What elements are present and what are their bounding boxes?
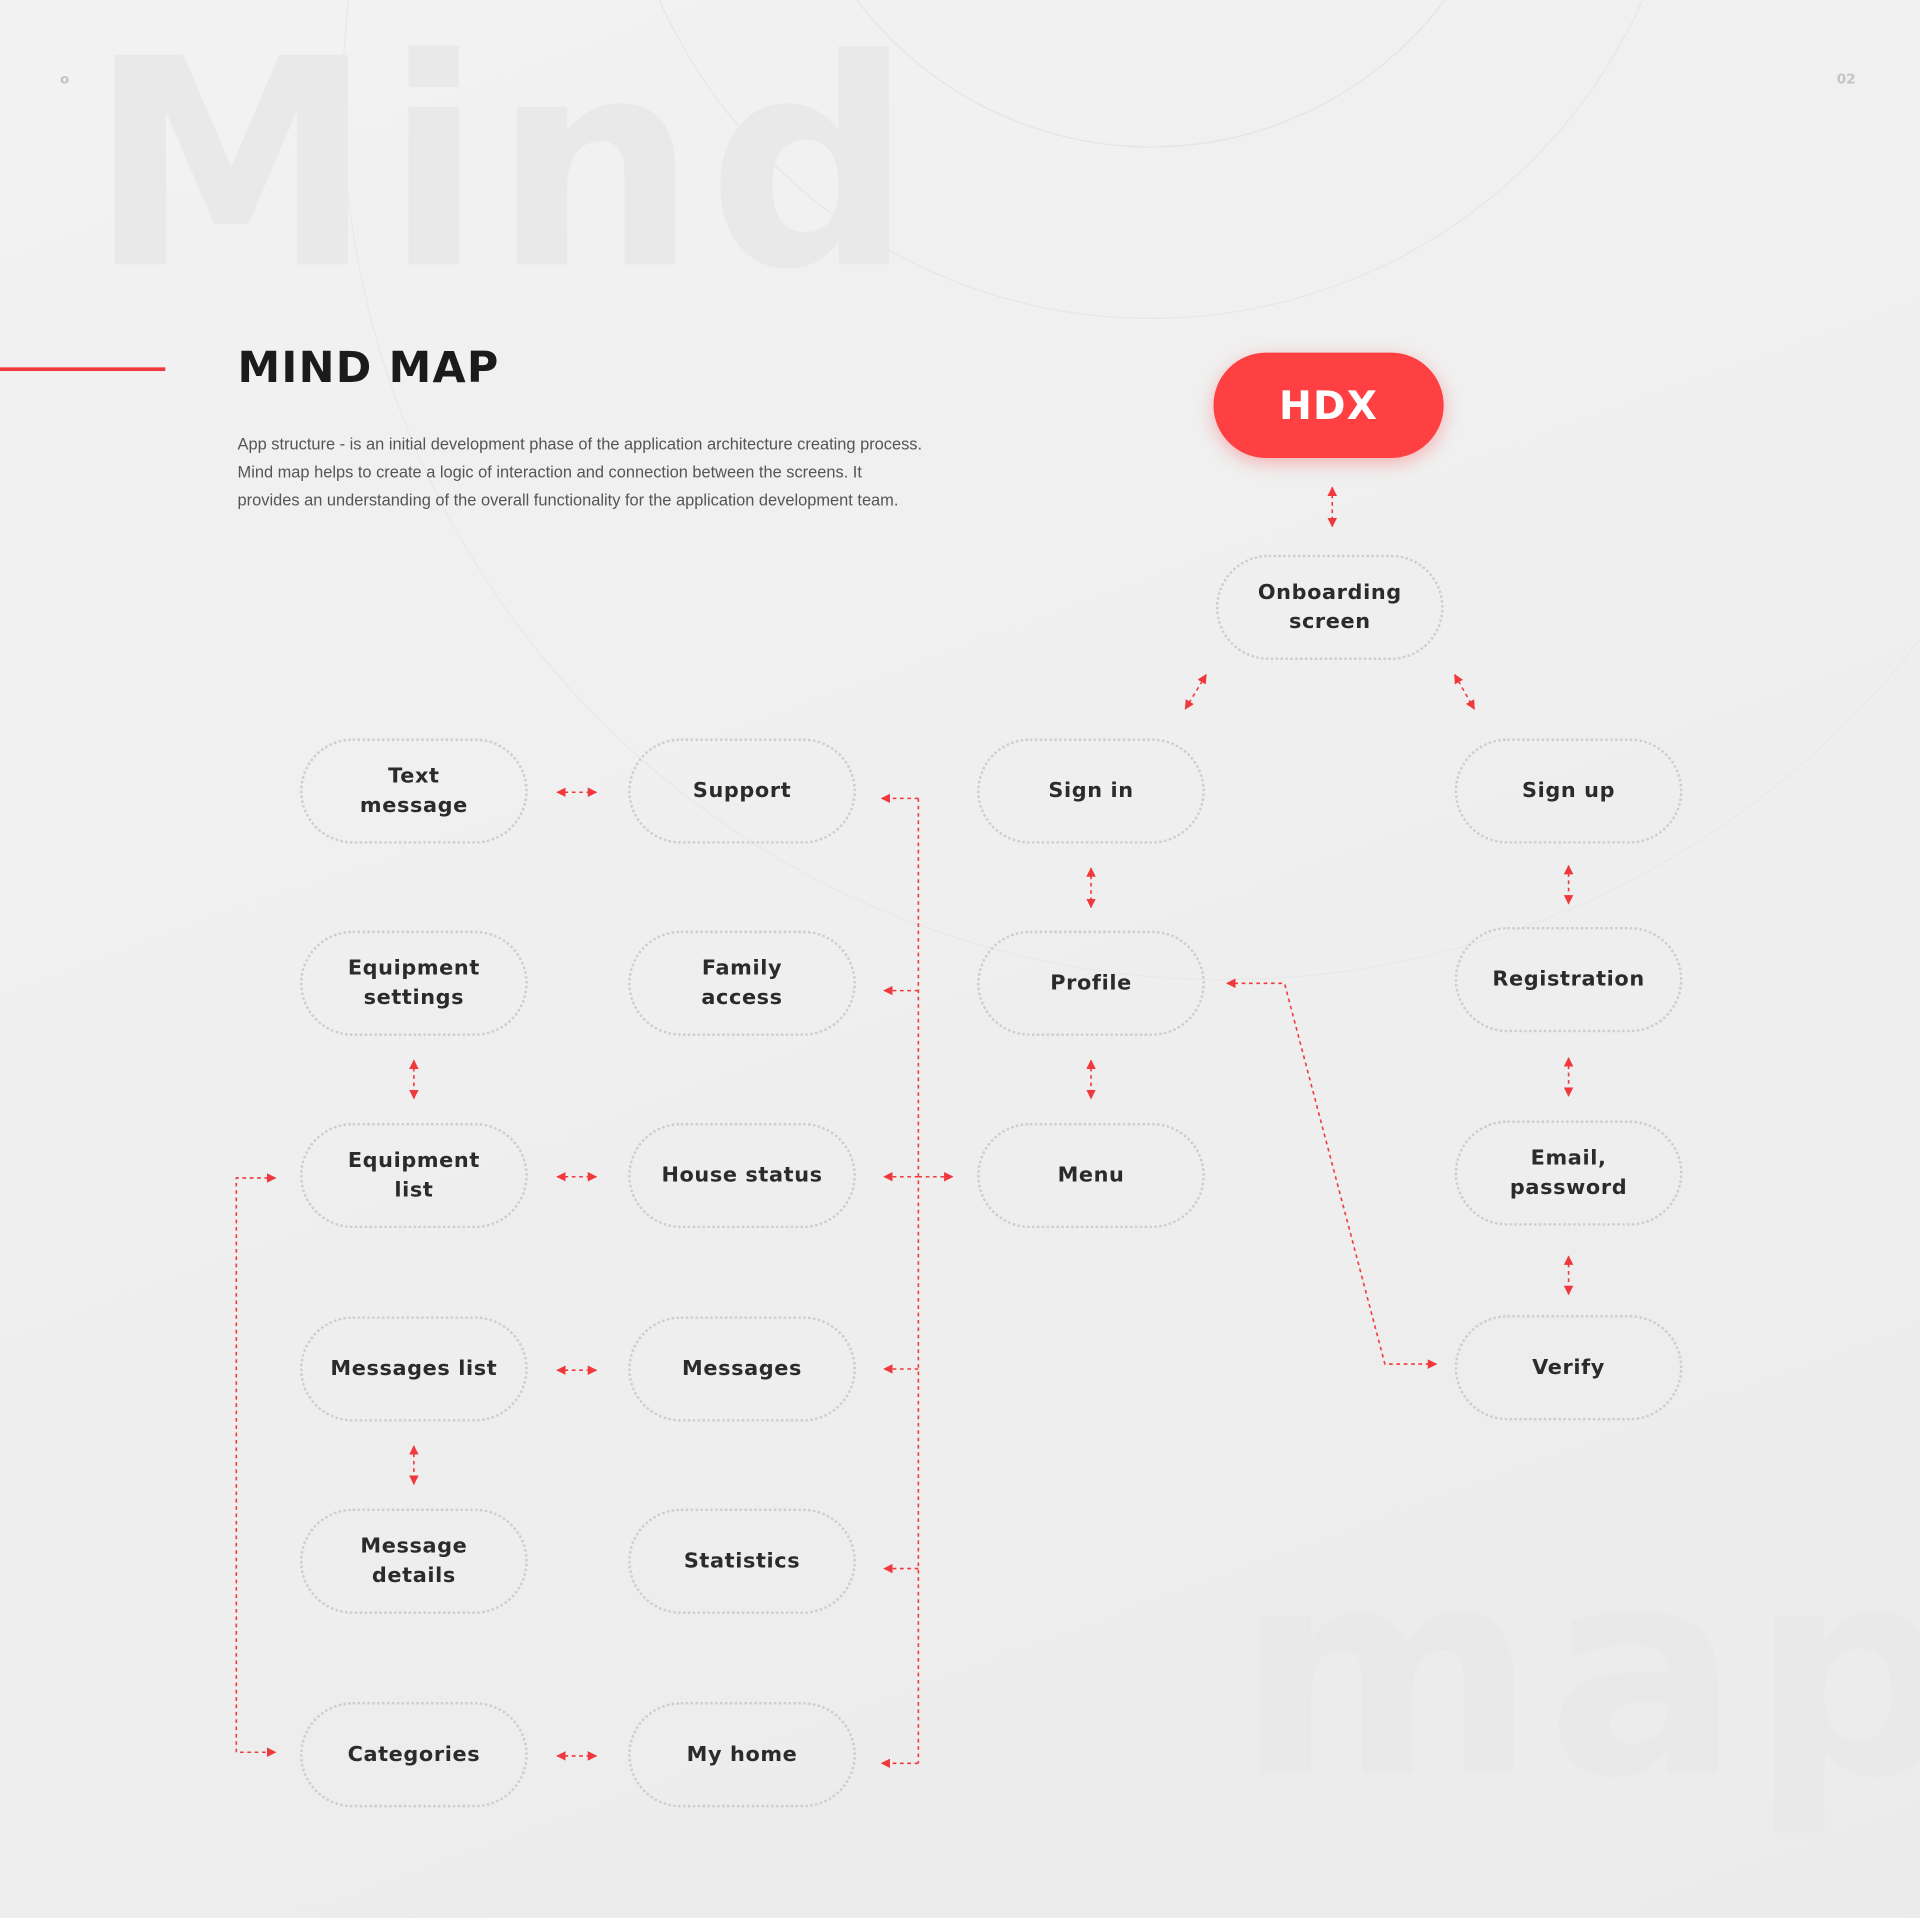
node-sign-up: Sign up: [1454, 738, 1683, 844]
node-menu: Menu: [977, 1122, 1205, 1229]
page-marker: o: [60, 71, 70, 87]
connector-profile-verify: [1225, 978, 1438, 1369]
node-messages: Messages: [628, 1316, 856, 1422]
node-registration: Registration: [1454, 926, 1683, 1033]
node-profile: Profile: [977, 930, 1205, 1036]
node-email-password: Email, password: [1454, 1120, 1683, 1226]
background-word-mind: Mind: [88, 0, 924, 334]
background-word-map: map: [1236, 1507, 1920, 1842]
page-title: MIND MAP: [237, 344, 500, 394]
node-equipment-list: Equipment list: [300, 1122, 528, 1229]
node-verify: Verify: [1454, 1315, 1683, 1421]
node-my-home: My home: [628, 1702, 856, 1808]
node-statistics: Statistics: [628, 1508, 856, 1614]
connector-equiplist-categories: [235, 1173, 277, 1758]
node-text-message: Text message: [300, 738, 528, 844]
node-equipment-settings: Equipment settings: [300, 930, 528, 1036]
page-number: 02: [1836, 71, 1856, 87]
node-family-access: Family access: [628, 930, 856, 1036]
node-onboarding-screen: Onboarding screen: [1215, 554, 1444, 661]
node-message-details: Message details: [300, 1508, 528, 1614]
connector-onboarding-signup: [1454, 673, 1475, 710]
node-house-status: House status: [628, 1122, 856, 1229]
node-messages-list: Messages list: [300, 1316, 528, 1422]
node-support: Support: [628, 738, 856, 844]
node-sign-in: Sign in: [977, 738, 1205, 844]
page-description: App structure - is an initial developmen…: [237, 434, 923, 510]
node-categories: Categories: [300, 1702, 528, 1808]
title-accent-line: [0, 367, 166, 372]
hdx-logo-node: HDX: [1213, 352, 1444, 458]
connector-onboarding-signin: [1184, 673, 1207, 710]
